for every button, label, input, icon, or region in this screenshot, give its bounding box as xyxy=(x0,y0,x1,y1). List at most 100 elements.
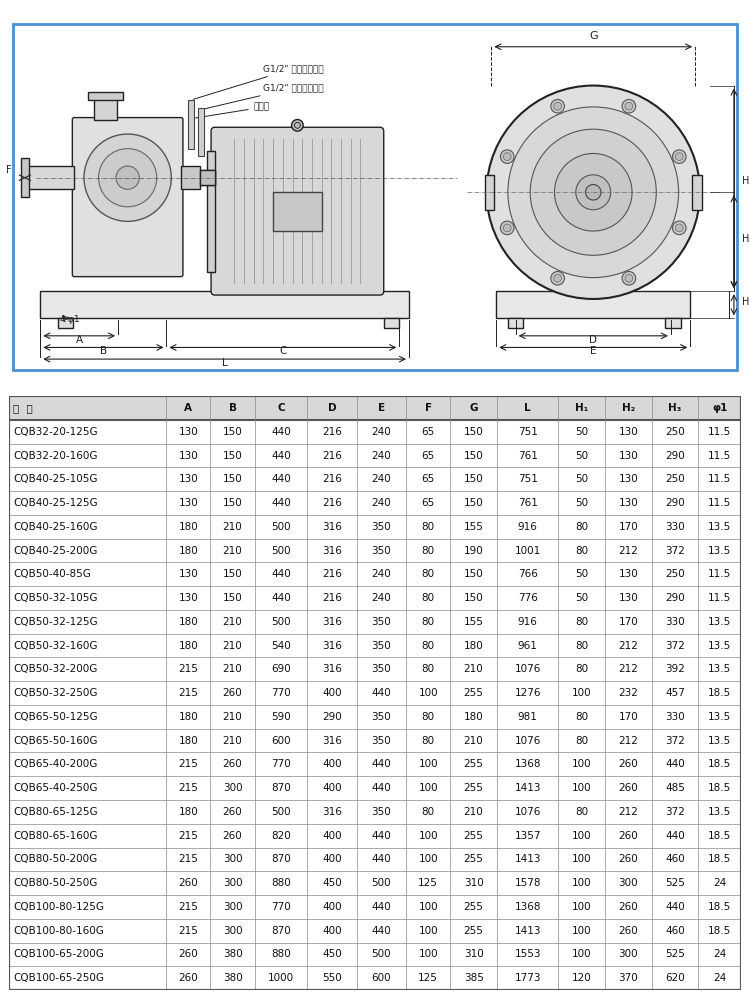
Bar xyxy=(308,682,357,705)
Bar xyxy=(9,491,166,515)
Bar xyxy=(406,752,450,776)
Text: 870: 870 xyxy=(272,925,291,936)
Text: 550: 550 xyxy=(322,973,342,983)
Bar xyxy=(605,823,652,847)
Bar xyxy=(88,93,123,100)
Bar xyxy=(166,942,211,966)
Bar xyxy=(497,444,558,467)
Bar xyxy=(357,539,406,563)
Bar xyxy=(384,318,399,328)
Text: 751: 751 xyxy=(518,474,538,484)
Text: 870: 870 xyxy=(272,854,291,864)
Bar xyxy=(497,491,558,515)
Bar xyxy=(406,682,450,705)
Text: 100: 100 xyxy=(572,949,592,959)
Bar xyxy=(406,942,450,966)
Text: 316: 316 xyxy=(322,641,342,651)
Text: 210: 210 xyxy=(464,736,484,746)
Bar xyxy=(450,942,497,966)
Bar xyxy=(207,151,215,271)
Text: 240: 240 xyxy=(371,450,392,461)
Text: 751: 751 xyxy=(518,427,538,437)
Bar xyxy=(255,634,308,658)
Bar xyxy=(497,823,558,847)
Text: 350: 350 xyxy=(371,665,392,675)
Text: 400: 400 xyxy=(322,830,342,840)
Bar xyxy=(698,752,741,776)
Text: 215: 215 xyxy=(178,854,198,864)
Circle shape xyxy=(673,150,686,164)
Text: 50: 50 xyxy=(575,450,588,461)
Bar xyxy=(605,729,652,752)
Text: 150: 150 xyxy=(223,450,242,461)
Text: 100: 100 xyxy=(419,759,438,769)
Bar xyxy=(255,752,308,776)
Text: 1076: 1076 xyxy=(514,665,541,675)
Bar xyxy=(558,420,605,444)
Text: 130: 130 xyxy=(178,593,198,603)
Bar xyxy=(166,705,211,729)
Text: 100: 100 xyxy=(572,783,592,793)
Text: 130: 130 xyxy=(619,569,638,580)
Bar xyxy=(558,467,605,491)
Text: 372: 372 xyxy=(665,546,685,556)
Text: 330: 330 xyxy=(665,522,685,532)
Bar xyxy=(605,515,652,539)
Text: 290: 290 xyxy=(665,498,685,508)
Text: 80: 80 xyxy=(422,806,435,817)
Bar xyxy=(58,318,74,328)
Text: 80: 80 xyxy=(422,569,435,580)
Bar xyxy=(255,610,308,634)
Text: 1000: 1000 xyxy=(268,973,294,983)
Text: 440: 440 xyxy=(272,498,291,508)
Bar xyxy=(255,800,308,823)
Bar xyxy=(450,682,497,705)
Text: 18.5: 18.5 xyxy=(708,783,731,793)
Text: 916: 916 xyxy=(518,617,538,627)
Bar xyxy=(211,776,255,800)
Circle shape xyxy=(622,271,636,285)
Text: H₂: H₂ xyxy=(742,234,750,244)
Text: 880: 880 xyxy=(272,949,291,959)
Bar xyxy=(308,942,357,966)
Text: 100: 100 xyxy=(572,878,592,888)
Text: 385: 385 xyxy=(464,973,484,983)
Text: 500: 500 xyxy=(272,522,291,532)
Text: 290: 290 xyxy=(322,712,342,722)
Bar xyxy=(308,871,357,895)
Text: 316: 316 xyxy=(322,736,342,746)
Text: 215: 215 xyxy=(178,759,198,769)
Text: 400: 400 xyxy=(322,759,342,769)
Text: 190: 190 xyxy=(464,546,484,556)
Text: 372: 372 xyxy=(665,641,685,651)
Text: 212: 212 xyxy=(619,736,638,746)
Text: 300: 300 xyxy=(223,902,242,912)
Text: 65: 65 xyxy=(422,498,435,508)
Bar xyxy=(652,396,698,420)
Text: 150: 150 xyxy=(464,569,484,580)
Bar xyxy=(9,563,166,586)
Text: 210: 210 xyxy=(223,641,242,651)
Text: 290: 290 xyxy=(665,593,685,603)
Text: CQB32-20-160G: CQB32-20-160G xyxy=(13,450,98,461)
Text: 180: 180 xyxy=(178,806,198,817)
Text: 400: 400 xyxy=(322,688,342,699)
Text: 150: 150 xyxy=(223,427,242,437)
FancyBboxPatch shape xyxy=(72,118,183,276)
Text: 690: 690 xyxy=(272,665,291,675)
Text: 210: 210 xyxy=(223,617,242,627)
Text: H₃: H₃ xyxy=(742,176,750,186)
Text: 400: 400 xyxy=(322,902,342,912)
Text: G1/2" 冷却进水接管: G1/2" 冷却进水接管 xyxy=(203,84,324,109)
Text: 100: 100 xyxy=(572,854,592,864)
Text: 1076: 1076 xyxy=(514,806,541,817)
Bar xyxy=(255,586,308,610)
Bar xyxy=(188,100,194,149)
Bar xyxy=(9,682,166,705)
Bar xyxy=(497,847,558,871)
Text: 11.5: 11.5 xyxy=(708,498,731,508)
Bar xyxy=(605,682,652,705)
Bar xyxy=(255,444,308,467)
Circle shape xyxy=(554,274,562,282)
Bar xyxy=(605,776,652,800)
